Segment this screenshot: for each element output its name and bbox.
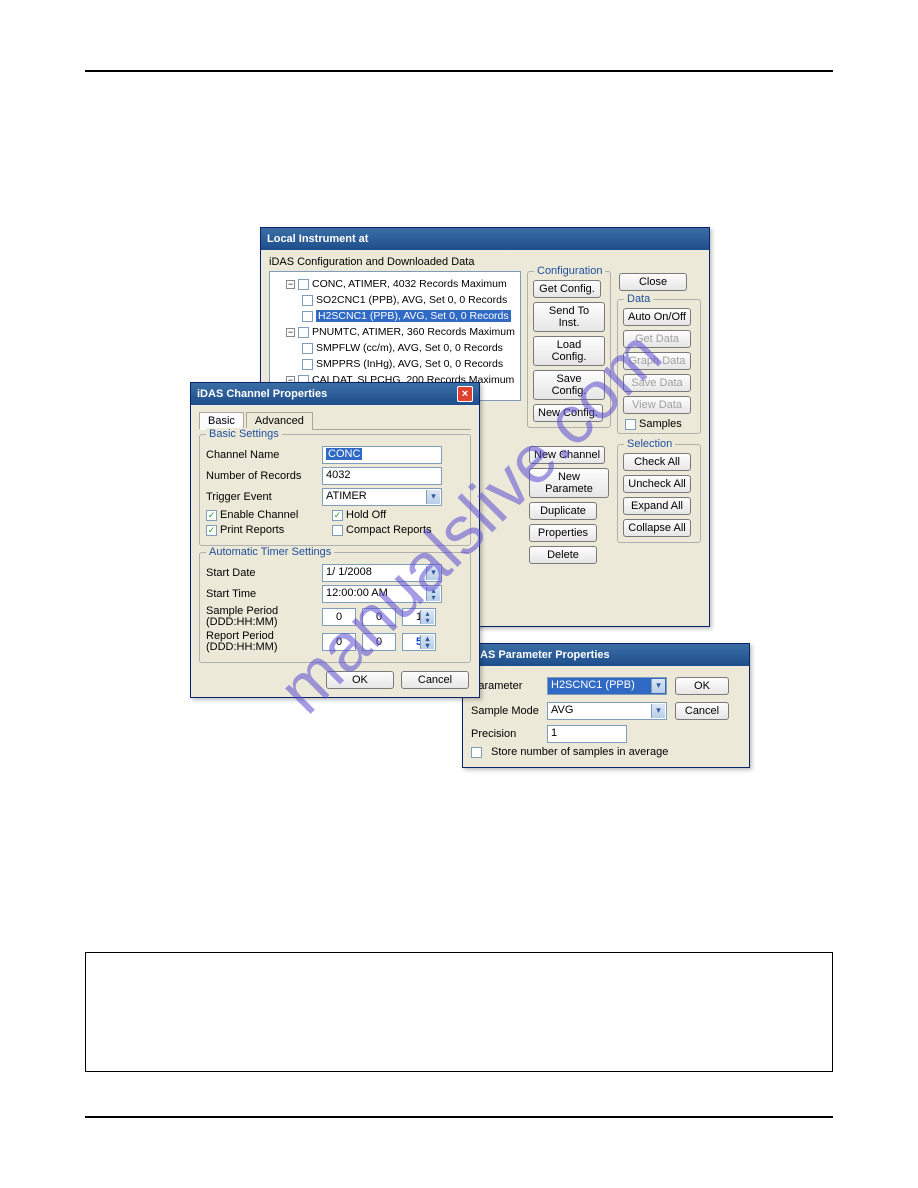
load-config-button[interactable]: Load Config. [533, 336, 605, 366]
parameter-properties-titlebar: iDAS Parameter Properties [463, 644, 749, 666]
report-period-label: Report Period (DDD:HH:MM) [206, 631, 316, 653]
send-to-inst-button[interactable]: Send To Inst. [533, 302, 605, 332]
expand-all-button[interactable]: Expand All [623, 497, 691, 515]
tree-header: iDAS Configuration and Downloaded Data [269, 256, 701, 268]
auto-onoff-button[interactable]: Auto On/Off [623, 308, 691, 326]
spinner-icon[interactable]: ▴▾ [420, 635, 434, 649]
tree-item-label[interactable]: SO2CNC1 (PPB), AVG, Set 0, 0 Records [316, 294, 507, 306]
cancel-button[interactable]: Cancel [401, 671, 469, 689]
channel-properties-title: iDAS Channel Properties [197, 388, 327, 400]
channel-name-label: Channel Name [206, 449, 316, 461]
close-button[interactable]: Close [619, 273, 687, 291]
sample-mode-select[interactable]: AVG▾ [547, 702, 667, 720]
start-time-label: Start Time [206, 588, 316, 600]
spinner-icon[interactable]: ▴▾ [420, 610, 434, 624]
start-date-input[interactable]: 1/ 1/2008▾ [322, 564, 442, 582]
compact-reports-label: Compact Reports [346, 524, 432, 536]
parameter-select[interactable]: H2SCNC1 (PPB)▾ [547, 677, 667, 695]
tree-item-label[interactable]: CONC, ATIMER, 4032 Records Maximum [312, 278, 507, 290]
delete-button[interactable]: Delete [529, 546, 597, 564]
trigger-event-label: Trigger Event [206, 491, 316, 503]
close-icon[interactable]: × [457, 386, 473, 402]
report-period-m[interactable]: 5▴▾ [402, 633, 436, 651]
precision-label: Precision [471, 728, 541, 740]
tree-item-label[interactable]: PNUMTC, ATIMER, 360 Records Maximum [312, 326, 515, 338]
view-data-button: View Data [623, 396, 691, 414]
channel-properties-titlebar: iDAS Channel Properties × [191, 383, 479, 405]
screenshot-region: Local Instrument at iDAS Configuration a… [190, 227, 750, 817]
samples-checkbox[interactable] [625, 419, 636, 430]
properties-button[interactable]: Properties [529, 524, 597, 542]
chevron-down-icon: ▾ [651, 679, 665, 693]
tree-item-label[interactable]: H2SCNC1 (PPB), AVG, Set 0, 0 Records [316, 310, 511, 322]
collapse-all-button[interactable]: Collapse All [623, 519, 691, 537]
report-period-d[interactable]: 0 [322, 633, 356, 651]
new-channel-button[interactable]: New Channel [529, 446, 605, 464]
tree-checkbox[interactable] [302, 343, 313, 354]
trigger-event-select[interactable]: ATIMER▾ [322, 488, 442, 506]
empty-caption-box [85, 952, 833, 1072]
store-samples-label: Store number of samples in average [491, 746, 668, 758]
ok-button[interactable]: OK [326, 671, 394, 689]
local-instrument-titlebar: Local Instrument at [261, 228, 709, 250]
sample-period-h[interactable]: 0 [362, 608, 396, 626]
save-data-button: Save Data [623, 374, 691, 392]
config-group-label: Configuration [534, 265, 605, 277]
save-config-button[interactable]: Save Config. [533, 370, 605, 400]
compact-reports-checkbox[interactable] [332, 525, 343, 536]
spinner-icon[interactable]: ▴▾ [426, 587, 440, 601]
num-records-input[interactable]: 4032 [322, 467, 442, 485]
new-config-button[interactable]: New Config. [533, 404, 603, 422]
sample-period-m[interactable]: 1▴▾ [402, 608, 436, 626]
parameter-properties-title: iDAS Parameter Properties [469, 649, 610, 661]
chevron-down-icon: ▾ [426, 490, 440, 504]
precision-input[interactable]: 1 [547, 725, 627, 743]
channel-properties-window: iDAS Channel Properties × Basic Advanced… [190, 382, 480, 698]
graph-data-button: Graph Data [623, 352, 691, 370]
num-records-label: Number of Records [206, 470, 316, 482]
samples-label: Samples [639, 418, 682, 430]
print-reports-label: Print Reports [220, 524, 284, 536]
start-time-input[interactable]: 12:00:00 AM▴▾ [322, 585, 442, 603]
hold-off-checkbox[interactable]: ✓ [332, 510, 343, 521]
enable-channel-checkbox[interactable]: ✓ [206, 510, 217, 521]
chevron-down-icon: ▾ [426, 566, 440, 580]
tree-expand-icon[interactable]: − [286, 328, 295, 337]
start-date-label: Start Date [206, 567, 316, 579]
tree-checkbox[interactable] [302, 359, 313, 370]
tree-checkbox[interactable] [302, 311, 313, 322]
tree-item-label[interactable]: SMPPRS (InHg), AVG, Set 0, 0 Records [316, 358, 503, 370]
cancel-button[interactable]: Cancel [675, 702, 729, 720]
local-instrument-title: Local Instrument at [267, 233, 368, 245]
tree-checkbox[interactable] [298, 327, 309, 338]
enable-channel-label: Enable Channel [220, 509, 298, 521]
tree-checkbox[interactable] [298, 279, 309, 290]
sample-mode-label: Sample Mode [471, 705, 541, 717]
tree-expand-icon[interactable]: − [286, 280, 295, 289]
data-group-label: Data [624, 293, 653, 305]
get-config-button[interactable]: Get Config. [533, 280, 601, 298]
tree-checkbox[interactable] [302, 295, 313, 306]
duplicate-button[interactable]: Duplicate [529, 502, 597, 520]
timer-settings-label: Automatic Timer Settings [206, 546, 334, 558]
check-all-button[interactable]: Check All [623, 453, 691, 471]
print-reports-checkbox[interactable]: ✓ [206, 525, 217, 536]
new-parameter-button[interactable]: New Paramete [529, 468, 609, 498]
parameter-properties-window: iDAS Parameter Properties Parameter H2SC… [462, 643, 750, 768]
sample-period-d[interactable]: 0 [322, 608, 356, 626]
parameter-label: Parameter [471, 680, 541, 692]
selection-group-label: Selection [624, 438, 675, 450]
hold-off-label: Hold Off [346, 509, 386, 521]
store-samples-checkbox[interactable] [471, 747, 482, 758]
channel-name-input[interactable]: CONC [322, 446, 442, 464]
report-period-h[interactable]: 0 [362, 633, 396, 651]
sample-period-label: Sample Period (DDD:HH:MM) [206, 606, 316, 628]
get-data-button: Get Data [623, 330, 691, 348]
basic-settings-label: Basic Settings [206, 428, 282, 440]
chevron-down-icon: ▾ [651, 704, 665, 718]
uncheck-all-button[interactable]: Uncheck All [623, 475, 691, 493]
tree-item-label[interactable]: SMPFLW (cc/m), AVG, Set 0, 0 Records [316, 342, 503, 354]
ok-button[interactable]: OK [675, 677, 729, 695]
